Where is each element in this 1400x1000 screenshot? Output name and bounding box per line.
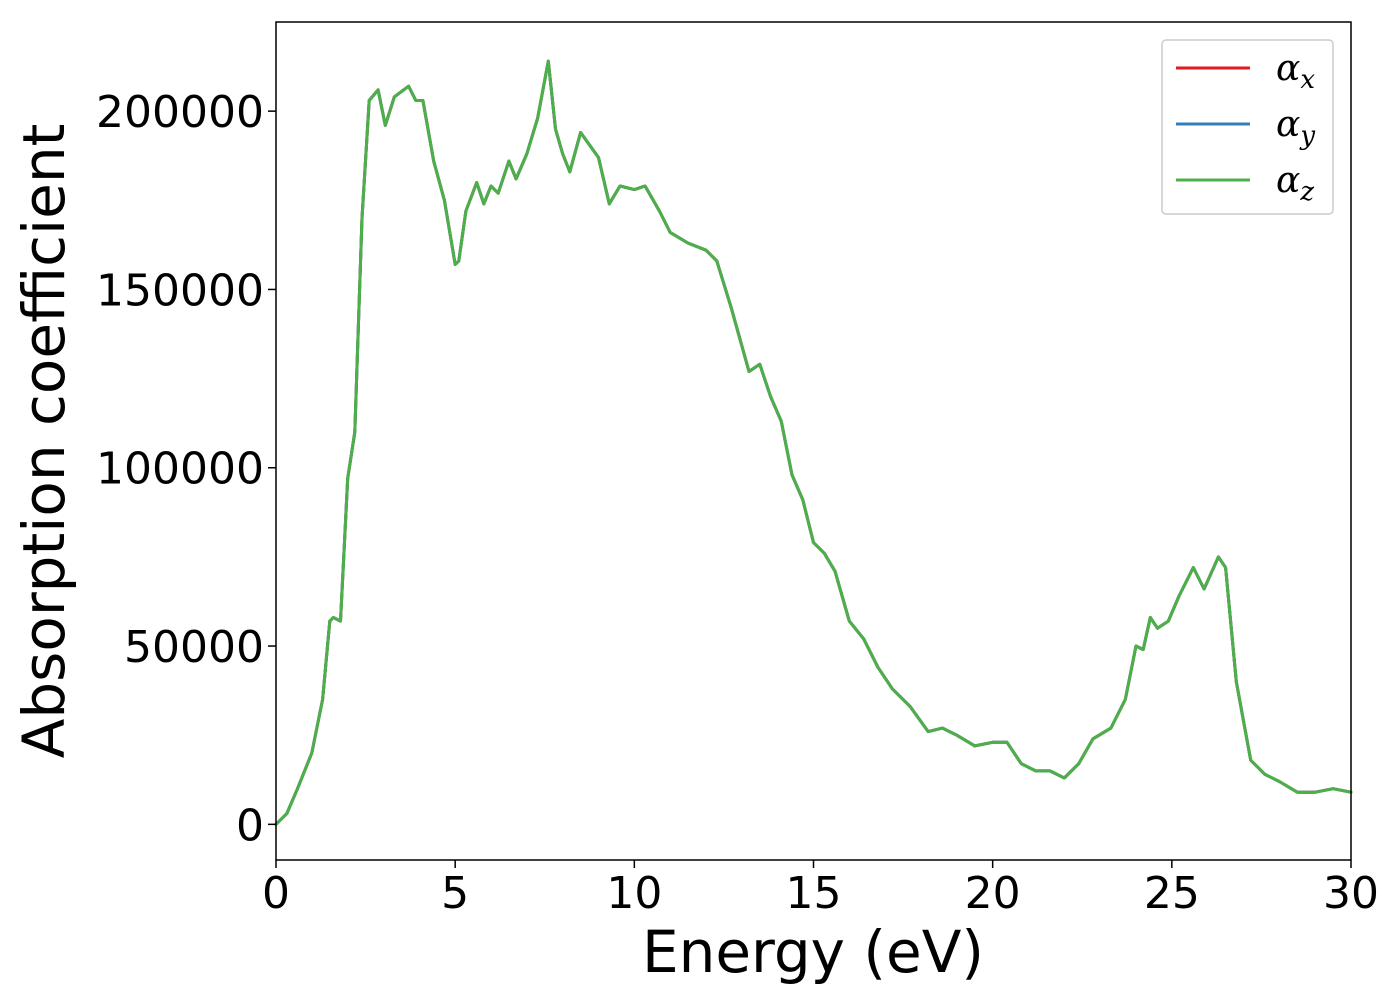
legend-items: αx αy αz [1176,48,1315,207]
legend: αx αy αz [1161,39,1334,215]
x-tick-label: 0 [262,868,290,919]
y-tick-label: 150000 [96,265,264,316]
y-axis-ticks: 0 50000 100000 150000 200000 [96,87,276,851]
x-axis-ticks: 0 5 10 15 20 25 30 [262,860,1379,919]
legend-label-z: αz [1276,160,1314,207]
x-tick-label: 25 [1144,868,1200,919]
x-tick-label: 15 [786,868,842,919]
legend-label-y: αy [1276,104,1315,151]
y-tick-label: 0 [236,800,264,851]
y-axis-label: Absorption coefficient [10,124,78,759]
x-tick-label: 5 [441,868,469,919]
series-line-z [274,59,1353,826]
y-tick-label: 100000 [96,444,264,495]
x-tick-label: 20 [965,868,1021,919]
legend-box [1161,39,1334,215]
y-tick-label: 200000 [96,87,264,138]
legend-label-x: αx [1276,48,1315,95]
series-layer [274,59,1353,826]
x-tick-label: 30 [1323,868,1379,919]
y-tick-label: 50000 [124,622,264,673]
x-tick-label: 10 [606,868,662,919]
x-axis-label: Energy (eV) [642,918,984,986]
